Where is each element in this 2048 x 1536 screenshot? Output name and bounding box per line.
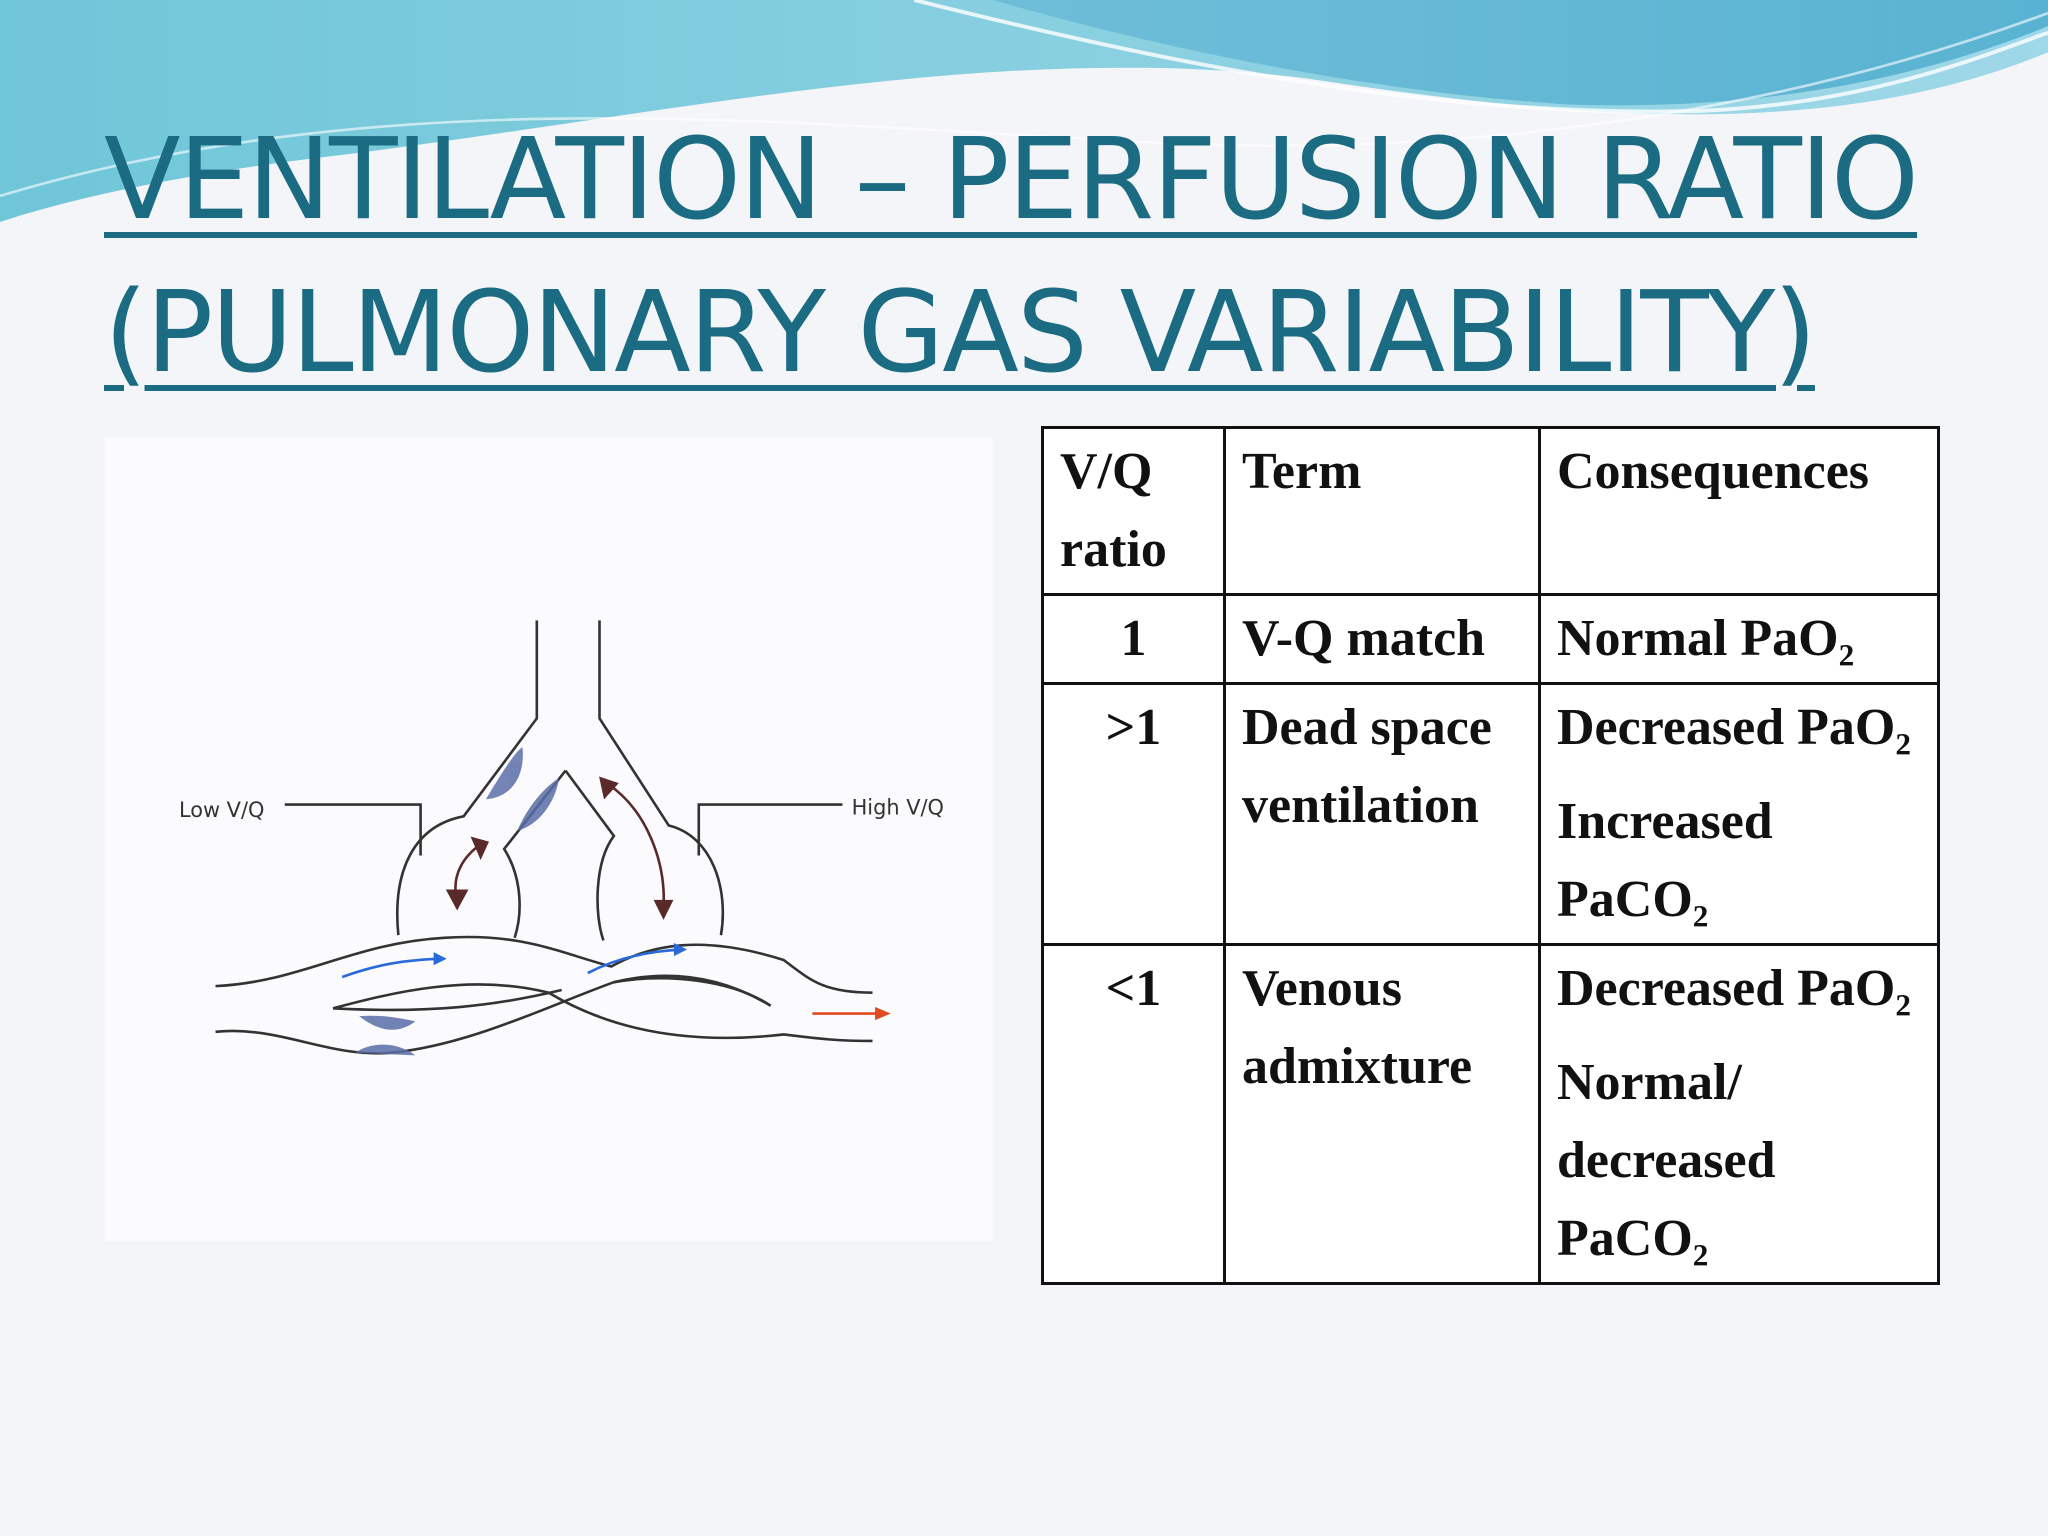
term-cell: Dead space ventilation xyxy=(1223,682,1541,946)
header-cell: V/Q ratio xyxy=(1041,426,1226,596)
wave xyxy=(0,0,2048,106)
consequence: Increased PaCO₂ xyxy=(1557,793,1773,928)
consequence-cell: Decreased PaO₂ Normal/ decreased PaCO₂ xyxy=(1538,943,1940,1285)
consequence: Decreased PaO₂ xyxy=(1557,699,1911,756)
table-row: >1 Dead space ventilation Decreased PaO₂ In… xyxy=(1041,682,1940,946)
header-cell: Consequences xyxy=(1538,426,1940,596)
ratio-cell: >1 xyxy=(1041,682,1226,946)
term-cell: Venous admixture xyxy=(1223,943,1541,1285)
header-cell: Term xyxy=(1223,426,1541,596)
ratio-cell: <1 xyxy=(1041,943,1226,1285)
wave-line xyxy=(913,0,2048,114)
table-row: 1 V-Q match Normal PaO₂ xyxy=(1041,593,1940,685)
flow-arrows xyxy=(341,943,891,1021)
diagram-label: High V/Q xyxy=(852,795,944,819)
consequence: Normal/ decreased PaCO₂ xyxy=(1557,1054,1776,1267)
vq-table: V/Q ratio Term Consequences 1 V-Q match Norma… xyxy=(1041,426,1940,1285)
consequence-cell: Decreased PaO₂ Increased PaCO₂ xyxy=(1538,682,1940,946)
consequence: Normal PaO₂ xyxy=(1557,610,1855,667)
slide-title: VENTILATION – PERFUSION RATIO xyxy=(104,115,1919,245)
table-row: <1 Venous admixture Decreased PaO₂ Normal/ … xyxy=(1041,943,1940,1285)
consequence-cell: Normal PaO₂ xyxy=(1538,593,1940,685)
term-cell: V-Q match xyxy=(1223,593,1541,685)
wave-line xyxy=(0,11,2048,198)
consequence: Decreased PaO₂ xyxy=(1557,960,1911,1017)
diagram xyxy=(215,620,873,1055)
header-row: V/Q ratio Term Consequences xyxy=(1041,426,1940,596)
diagram-blobs xyxy=(355,747,560,1056)
slide-title: (PULMONARY GAS VARIABILITY) xyxy=(104,268,1817,398)
diagram-panel xyxy=(104,437,993,1241)
ratio-cell: 1 xyxy=(1041,593,1226,685)
diagram-arrows xyxy=(445,776,674,920)
diagram-label: Low V/Q xyxy=(179,798,265,822)
